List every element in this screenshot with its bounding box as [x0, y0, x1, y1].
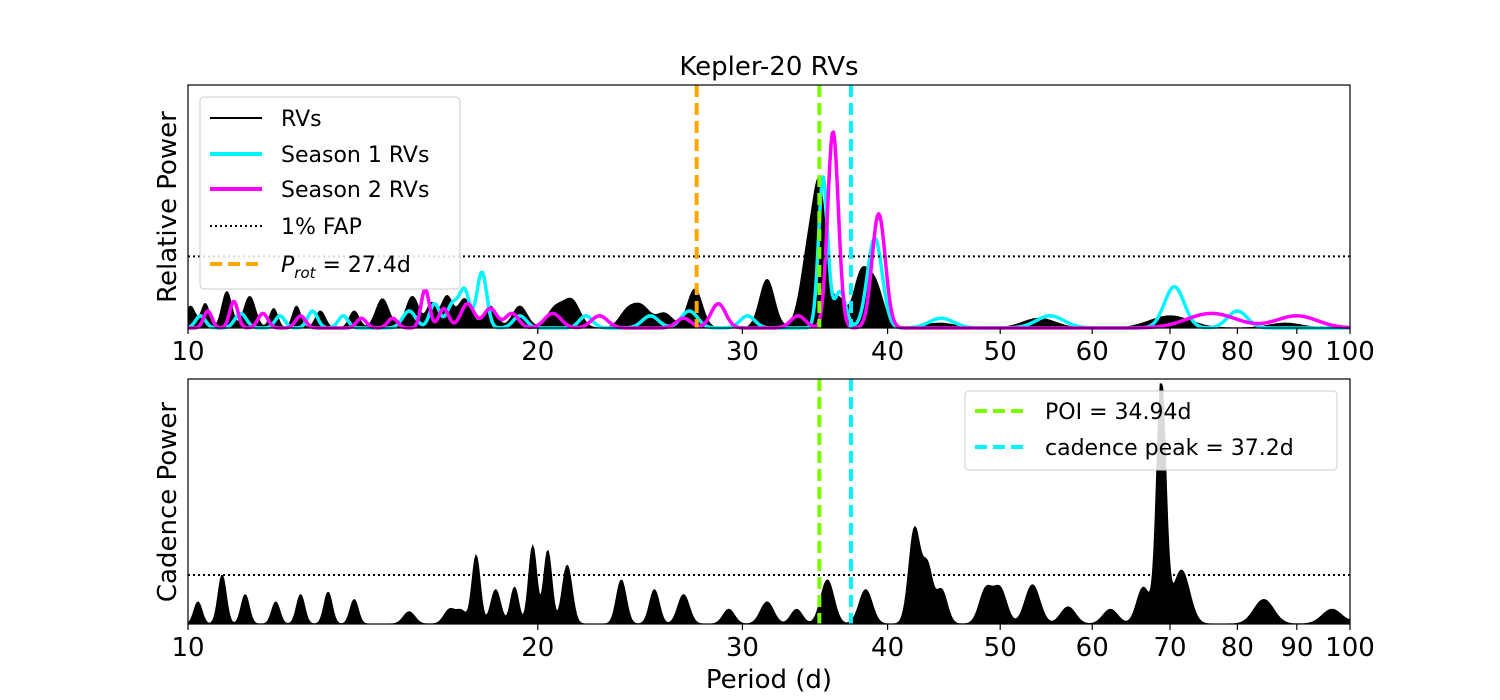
bottom-xtick-label-100: 100: [1325, 633, 1375, 663]
top-xtick-label-100: 100: [1325, 337, 1375, 367]
top-axes-frame: [187, 84, 1351, 329]
bottom-xtick-label-20: 20: [521, 633, 554, 663]
top-xtick-label-10: 10: [171, 337, 204, 367]
x-axis-label: Period (d): [706, 665, 832, 695]
bottom-xtick-label-50: 50: [984, 633, 1017, 663]
legend-label-season1: Season 1 RVs: [281, 143, 429, 168]
legend-label-poi: POI = 34.94d: [1045, 400, 1191, 425]
bottom-panel: 10 20 30 40 50 60 70 80 90 100 Cadence Power Peri…: [153, 378, 1375, 695]
bottom-legend-frame: [964, 390, 1338, 471]
bottom-x-axis: 10 20 30 40 50 60 70 80 90 100: [171, 624, 1375, 663]
top-y-axis-label: Relative Power: [153, 111, 183, 303]
bottom-xtick-label-10: 10: [171, 633, 204, 663]
top-legend-frame: [199, 96, 461, 290]
legend-label-fap: 1% FAP: [281, 215, 362, 240]
chart-title: Kepler-20 RVs: [679, 52, 858, 82]
legend-label-season2: Season 2 RVs: [281, 178, 429, 203]
top-xtick-label-80: 80: [1221, 337, 1254, 367]
top-x-axis: 10 20 30 40 50 60 70 80 90 100: [171, 328, 1375, 367]
legend-label-cadence-peak: cadence peak = 37.2d: [1045, 436, 1294, 461]
top-xtick-label-60: 60: [1076, 337, 1109, 367]
top-xtick-label-90: 90: [1280, 337, 1313, 367]
top-xtick-label-20: 20: [521, 337, 554, 367]
top-panel: 10 20 30 40 50 60 70 80 90 100 Relative Power RVs…: [153, 84, 1375, 367]
bottom-xtick-label-90: 90: [1280, 633, 1313, 663]
top-legend: RVs Season 1 RVs Season 2 RVs 1% FAP Pro…: [199, 96, 461, 290]
top-xtick-label-70: 70: [1153, 337, 1186, 367]
bottom-xtick-label-30: 30: [726, 633, 759, 663]
top-xtick-label-40: 40: [871, 337, 904, 367]
bottom-legend: POI = 34.94d cadence peak = 37.2d: [964, 390, 1338, 471]
legend-label-rvs: RVs: [281, 107, 322, 132]
bottom-axes-frame: [187, 378, 1351, 625]
legend-label-prot: Prot = 27.4d: [281, 253, 411, 282]
bottom-xtick-label-70: 70: [1153, 633, 1186, 663]
bottom-xtick-label-80: 80: [1221, 633, 1254, 663]
bottom-xtick-label-40: 40: [871, 633, 904, 663]
bottom-xtick-label-60: 60: [1076, 633, 1109, 663]
top-xtick-label-30: 30: [726, 337, 759, 367]
top-xtick-label-50: 50: [984, 337, 1017, 367]
bottom-y-axis-label: Cadence Power: [153, 402, 183, 603]
